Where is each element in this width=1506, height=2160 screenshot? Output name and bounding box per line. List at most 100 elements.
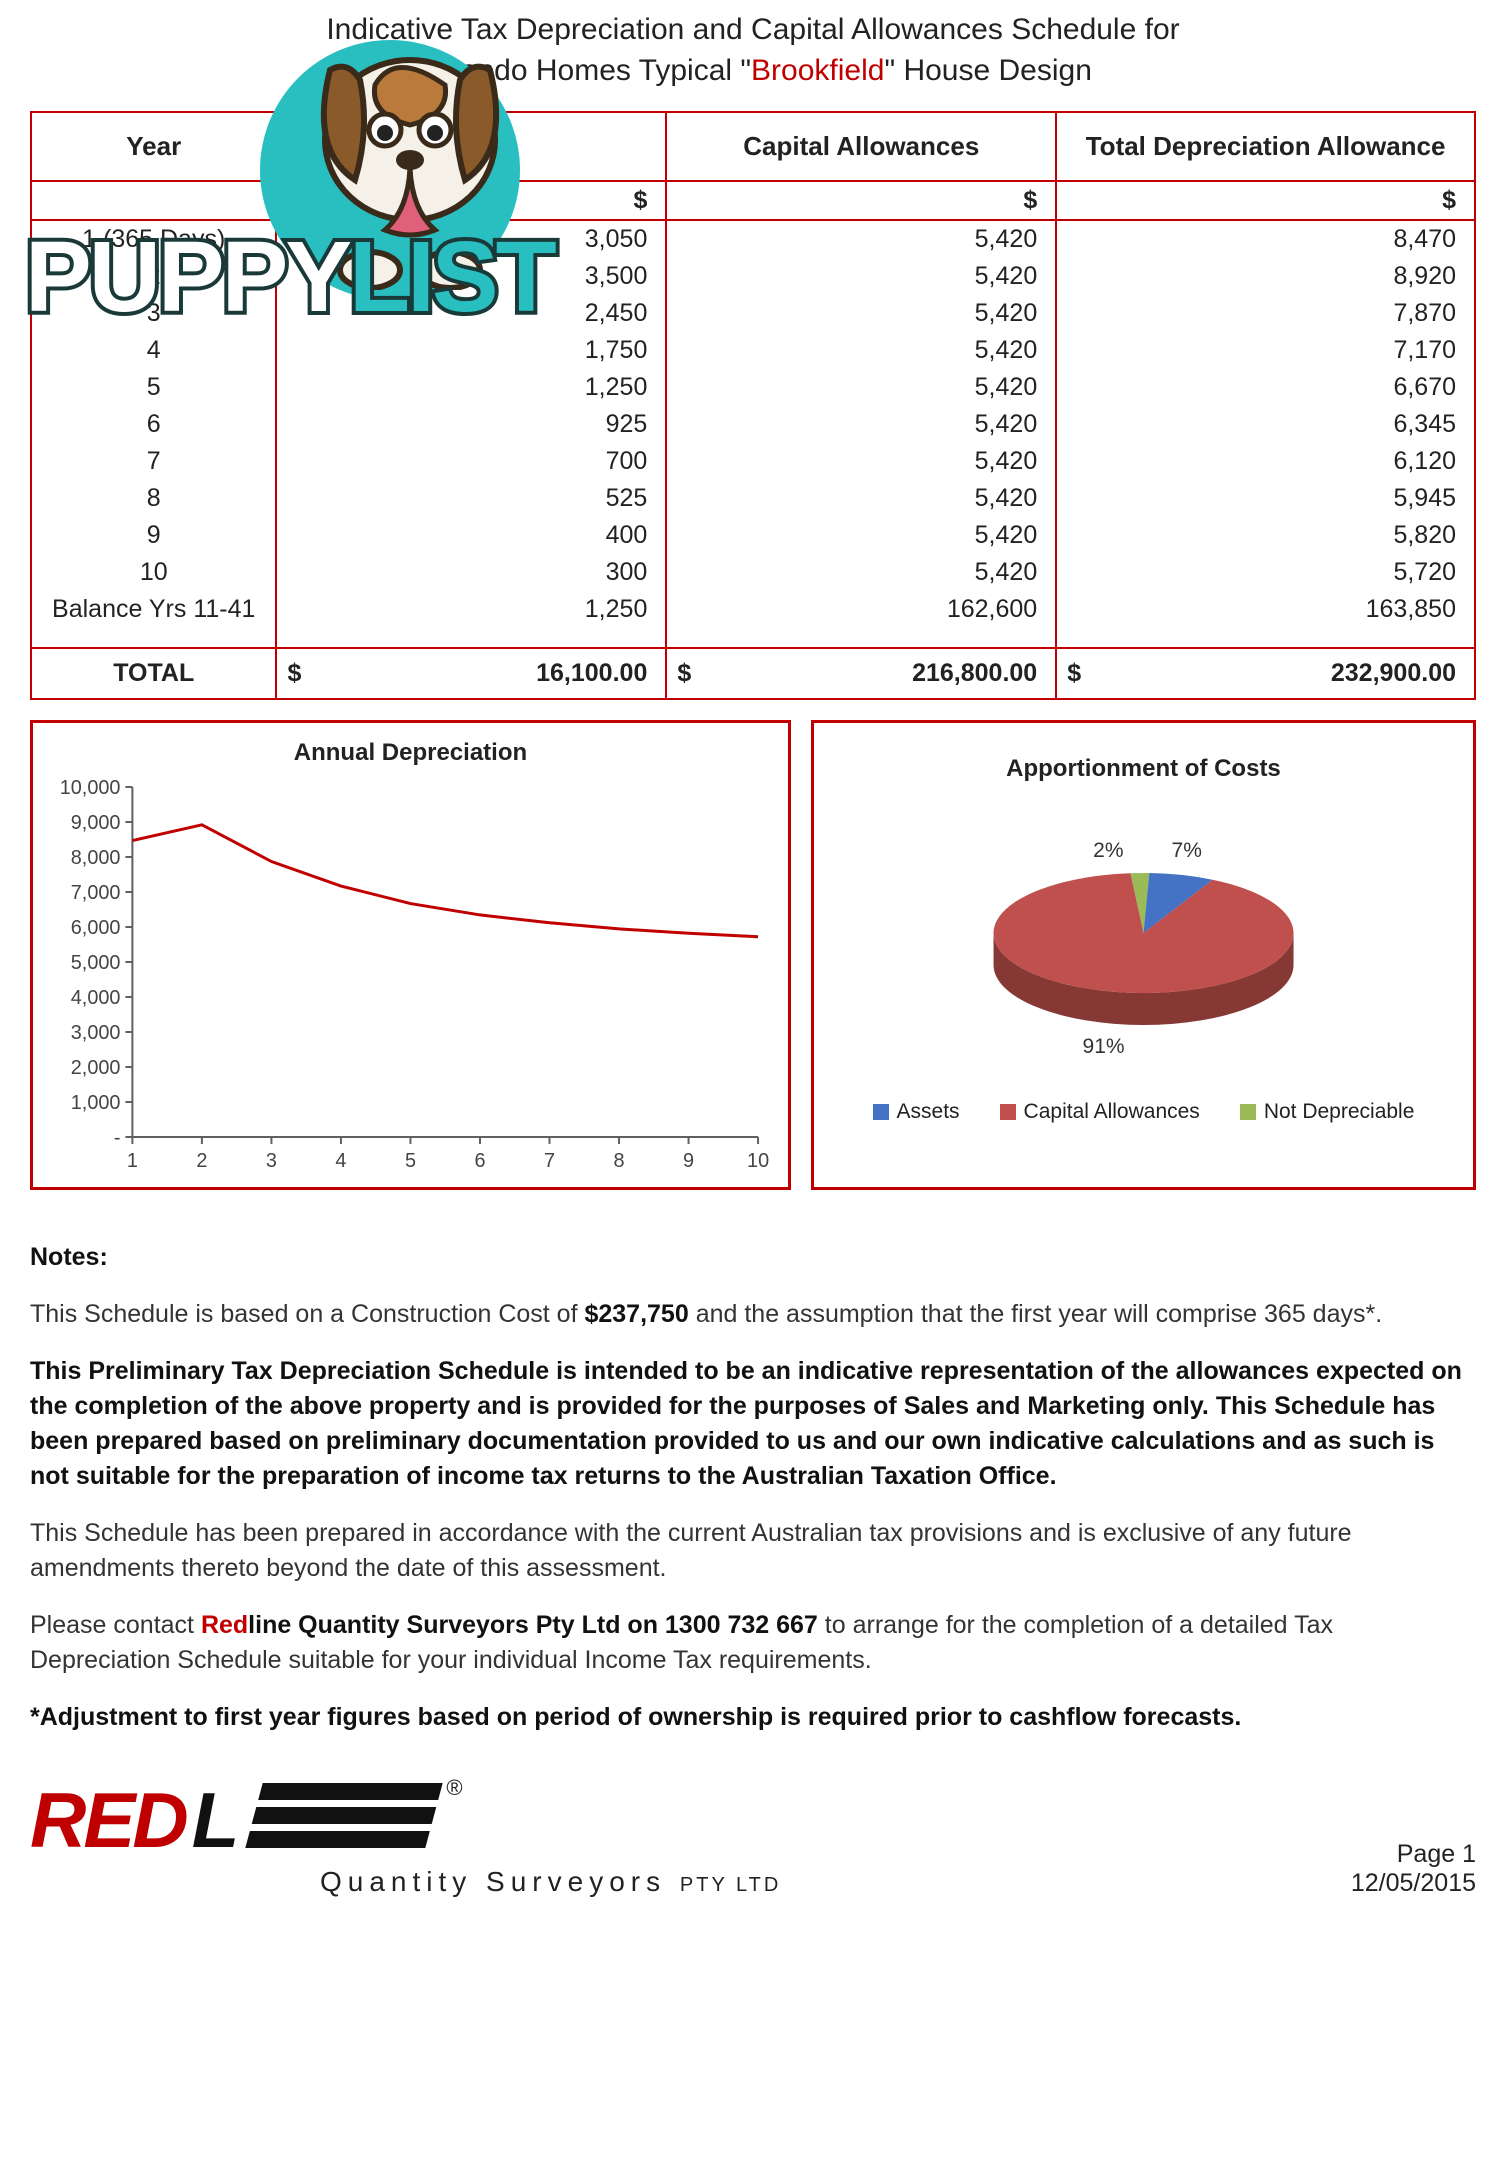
table-cell: 163,850 bbox=[1056, 591, 1475, 628]
table-row: 41,7505,4207,170 bbox=[31, 332, 1475, 369]
svg-text:5: 5 bbox=[405, 1150, 416, 1172]
table-cell: 1,250 bbox=[276, 369, 666, 406]
table-cell: 8,920 bbox=[1056, 258, 1475, 295]
table-cell: Balance Yrs 11-41 bbox=[31, 591, 276, 628]
svg-text:9: 9 bbox=[683, 1150, 694, 1172]
notes-p1: This Schedule is based on a Construction… bbox=[30, 1297, 1476, 1332]
table-cell: 5,720 bbox=[1056, 554, 1475, 591]
notes-heading: Notes: bbox=[30, 1240, 1476, 1275]
th-capital: Capital Allowances bbox=[666, 112, 1056, 181]
table-cell: 6,120 bbox=[1056, 443, 1475, 480]
table-cell: 8,470 bbox=[1056, 220, 1475, 258]
depreciation-table: Year Assets Capital Allowances Total Dep… bbox=[30, 111, 1476, 700]
table-cell: 10 bbox=[31, 554, 276, 591]
svg-text:4: 4 bbox=[335, 1150, 346, 1172]
title-line2-post: " House Design bbox=[884, 54, 1091, 87]
table-cell: 5,420 bbox=[666, 406, 1056, 443]
svg-text:3: 3 bbox=[266, 1150, 277, 1172]
logo-reg: ® bbox=[446, 1775, 462, 1801]
table-cell: 5,420 bbox=[666, 480, 1056, 517]
total-capital: $216,800.00 bbox=[666, 648, 1056, 699]
table-row: 32,4505,4207,870 bbox=[31, 295, 1475, 332]
svg-text:7,000: 7,000 bbox=[71, 882, 121, 904]
svg-text:91%: 91% bbox=[1082, 1035, 1124, 1058]
svg-text:2: 2 bbox=[196, 1150, 207, 1172]
title-line1: Indicative Tax Depreciation and Capital … bbox=[326, 13, 1179, 46]
svg-text:10: 10 bbox=[747, 1150, 769, 1172]
legend-label: Capital Allowances bbox=[1024, 1100, 1200, 1124]
legend-swatch bbox=[873, 1104, 889, 1120]
table-cell: 5 bbox=[31, 369, 276, 406]
footer: REDL ® Quantity Surveyors PTY LTD Page 1… bbox=[30, 1775, 1476, 1898]
pie-chart: 2%7%91% bbox=[824, 793, 1463, 1073]
sym-capital: $ bbox=[666, 181, 1056, 220]
sym-total: $ bbox=[1056, 181, 1475, 220]
table-row: 77005,4206,120 bbox=[31, 443, 1475, 480]
svg-text:9,000: 9,000 bbox=[71, 812, 121, 834]
svg-text:4,000: 4,000 bbox=[71, 987, 121, 1009]
table-row: Balance Yrs 11-411,250162,600163,850 bbox=[31, 591, 1475, 628]
svg-text:3,000: 3,000 bbox=[71, 1022, 121, 1044]
table-cell: 5,420 bbox=[666, 369, 1056, 406]
pie-chart-box: Apportionment of Costs 2%7%91% Assets Cap… bbox=[811, 720, 1476, 1190]
logo-black: L bbox=[192, 1775, 237, 1866]
table-row: 23,5005,4208,920 bbox=[31, 258, 1475, 295]
table-cell: 5,420 bbox=[666, 220, 1056, 258]
table-cell: 6 bbox=[31, 406, 276, 443]
table-cell: 7 bbox=[31, 443, 276, 480]
table-cell: 5,420 bbox=[666, 295, 1056, 332]
table-cell: 7,170 bbox=[1056, 332, 1475, 369]
table-cell: 5,420 bbox=[666, 517, 1056, 554]
pie-chart-title: Apportionment of Costs bbox=[824, 755, 1463, 783]
table-cell: 1 (365 Days) bbox=[31, 220, 276, 258]
svg-text:6: 6 bbox=[474, 1150, 485, 1172]
legend-label: Assets bbox=[897, 1100, 960, 1124]
notes-p3: This Schedule has been prepared in accor… bbox=[30, 1516, 1476, 1586]
logo-bars-icon bbox=[246, 1783, 443, 1848]
legend-item: Capital Allowances bbox=[1000, 1100, 1200, 1124]
svg-text:-: - bbox=[114, 1127, 121, 1149]
th-year: Year bbox=[31, 112, 276, 181]
table-cell: 2 bbox=[31, 258, 276, 295]
table-cell: 300 bbox=[276, 554, 666, 591]
footer-page: Page 1 bbox=[1351, 1840, 1476, 1869]
line-chart: -1,0002,0003,0004,0005,0006,0007,0008,00… bbox=[43, 777, 778, 1177]
legend-item: Not Depreciable bbox=[1240, 1100, 1415, 1124]
notes-p5: *Adjustment to first year figures based … bbox=[30, 1700, 1476, 1735]
table-row: 85255,4205,945 bbox=[31, 480, 1475, 517]
svg-text:10,000: 10,000 bbox=[60, 777, 121, 799]
table-cell: 5,420 bbox=[666, 332, 1056, 369]
th-total: Total Depreciation Allowance bbox=[1056, 112, 1475, 181]
table-row: 94005,4205,820 bbox=[31, 517, 1475, 554]
svg-text:8,000: 8,000 bbox=[71, 847, 121, 869]
notes-p2: This Preliminary Tax Depreciation Schedu… bbox=[30, 1354, 1476, 1494]
total-total: $232,900.00 bbox=[1056, 648, 1475, 699]
svg-text:1,000: 1,000 bbox=[71, 1092, 121, 1114]
svg-text:6,000: 6,000 bbox=[71, 917, 121, 939]
table-cell: 525 bbox=[276, 480, 666, 517]
table-cell: 162,600 bbox=[666, 591, 1056, 628]
table-cell: 6,670 bbox=[1056, 369, 1475, 406]
table-cell: 6,345 bbox=[1056, 406, 1475, 443]
line-chart-title: Annual Depreciation bbox=[43, 739, 778, 767]
table-cell: 400 bbox=[276, 517, 666, 554]
table-cell: 925 bbox=[276, 406, 666, 443]
th-assets: Assets bbox=[276, 112, 666, 181]
table-row: 69255,4206,345 bbox=[31, 406, 1475, 443]
table-cell: 3 bbox=[31, 295, 276, 332]
page-title: Indicative Tax Depreciation and Capital … bbox=[30, 10, 1476, 111]
table-cell: 4 bbox=[31, 332, 276, 369]
svg-text:2%: 2% bbox=[1093, 839, 1123, 862]
table-cell: 700 bbox=[276, 443, 666, 480]
table-cell: 3,050 bbox=[276, 220, 666, 258]
legend-swatch bbox=[1240, 1104, 1256, 1120]
table-row: 103005,4205,720 bbox=[31, 554, 1475, 591]
logo-red: RED bbox=[30, 1775, 186, 1866]
pie-legend: Assets Capital Allowances Not Depreciable bbox=[824, 1100, 1463, 1124]
svg-text:7: 7 bbox=[544, 1150, 555, 1172]
table-cell: 5,420 bbox=[666, 554, 1056, 591]
line-chart-box: Annual Depreciation -1,0002,0003,0004,00… bbox=[30, 720, 791, 1190]
sym-assets: $ bbox=[276, 181, 666, 220]
table-row: 51,2505,4206,670 bbox=[31, 369, 1475, 406]
table-cell: 2,450 bbox=[276, 295, 666, 332]
